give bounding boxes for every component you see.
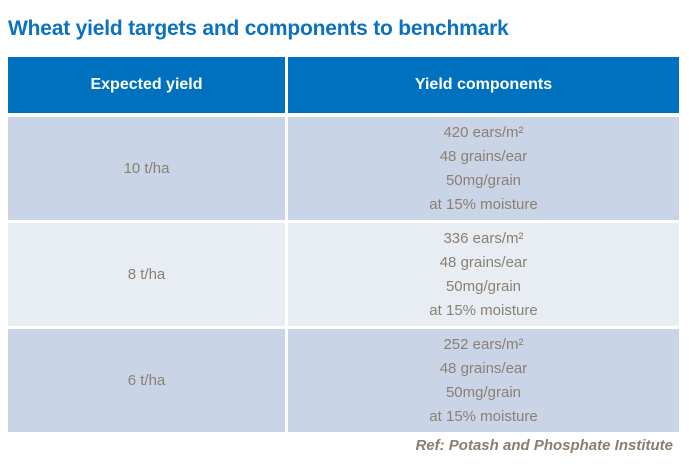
expected-yield-value: 10 t/ha — [8, 117, 285, 220]
table-row: 10 t/ha 420 ears/m² 48 grains/ear 50mg/g… — [8, 117, 679, 220]
yield-components-table: Expected yield Yield components 10 t/ha … — [8, 57, 679, 435]
component-line: 50mg/grain — [445, 171, 522, 189]
component-line: 336 ears/m² — [443, 229, 524, 247]
column-header-yield-components: Yield components — [288, 57, 679, 113]
table-row: 8 t/ha 336 ears/m² 48 grains/ear 50mg/gr… — [8, 223, 679, 326]
component-line: 50mg/grain — [445, 277, 522, 295]
component-line: at 15% moisture — [429, 301, 538, 319]
component-line: at 15% moisture — [429, 195, 538, 213]
page-title: Wheat yield targets and components to be… — [8, 17, 509, 41]
component-line: at 15% moisture — [429, 407, 538, 425]
component-line: 252 ears/m² — [443, 335, 524, 353]
component-line: 48 grains/ear — [439, 253, 528, 271]
yield-components-value: 252 ears/m² 48 grains/ear 50mg/grain at … — [288, 329, 679, 432]
component-line: 48 grains/ear — [439, 147, 528, 165]
expected-yield-value: 8 t/ha — [8, 223, 285, 326]
yield-components-value: 420 ears/m² 48 grains/ear 50mg/grain at … — [288, 117, 679, 220]
table-row: 6 t/ha 252 ears/m² 48 grains/ear 50mg/gr… — [8, 329, 679, 432]
component-line: 420 ears/m² — [443, 123, 524, 141]
yield-components-value: 336 ears/m² 48 grains/ear 50mg/grain at … — [288, 223, 679, 326]
expected-yield-value: 6 t/ha — [8, 329, 285, 432]
reference-citation: Ref: Potash and Phosphate Institute — [415, 437, 673, 454]
component-line: 48 grains/ear — [439, 359, 528, 377]
column-header-expected-yield: Expected yield — [8, 57, 285, 113]
table-header-row: Expected yield Yield components — [8, 57, 679, 113]
component-line: 50mg/grain — [445, 383, 522, 401]
